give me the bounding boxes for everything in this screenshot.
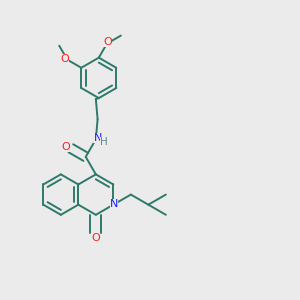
Text: O: O	[103, 37, 112, 47]
Text: H: H	[100, 137, 108, 147]
Text: N: N	[110, 199, 118, 209]
Text: N: N	[93, 134, 102, 143]
Text: O: O	[61, 54, 69, 64]
Text: O: O	[92, 233, 100, 243]
Text: O: O	[61, 142, 70, 152]
